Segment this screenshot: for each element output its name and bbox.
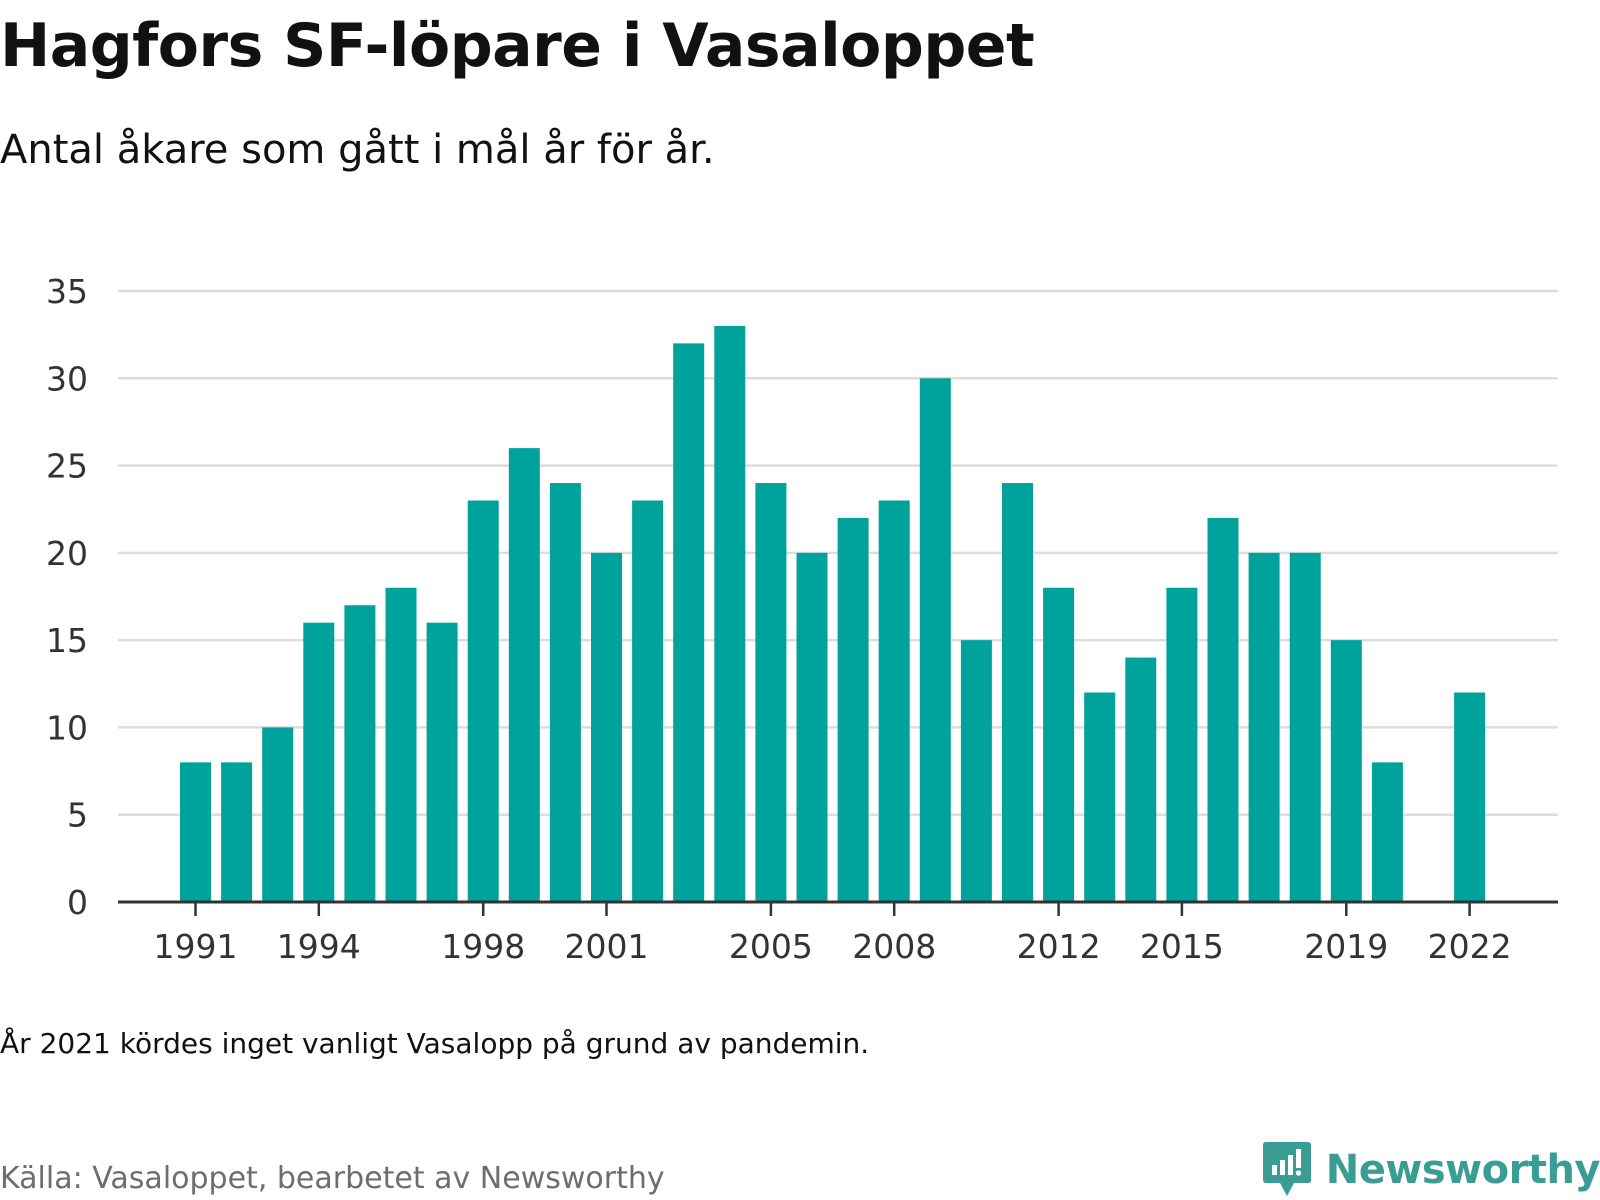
chart-title: Hagfors SF-löpare i Vasaloppet [0,11,1035,81]
bar-1998 [467,500,499,902]
y-axis-tick-labels: 0 5 10 15 20 25 30 35 [46,272,88,922]
y-tick-label: 10 [46,708,88,747]
chart-subtitle: Antal åkare som gått i mål år för år. [0,127,715,173]
bar-2009 [919,378,951,902]
bar-2022 [1454,692,1486,902]
x-tick-label: 2012 [1017,927,1101,966]
bar-2014 [1125,657,1157,902]
bar-2013 [1084,692,1116,902]
bar-1997 [426,622,458,902]
x-axis [118,900,1558,916]
bar-2020 [1371,762,1403,902]
bar-2010 [960,640,992,902]
bar-1992 [221,762,253,902]
x-tick-label: 1994 [277,927,361,966]
x-tick-label: 2019 [1304,927,1388,966]
x-tick-label: 1998 [441,927,525,966]
y-tick-label: 20 [46,534,88,573]
bar-2003 [673,343,705,902]
y-tick-label: 30 [46,359,88,398]
bar-2016 [1207,517,1239,902]
bar-2012 [1043,587,1075,902]
bar-2011 [1002,483,1033,902]
x-tick-label: 1991 [154,927,238,966]
bar-2019 [1330,640,1362,902]
y-tick-label: 15 [46,621,88,660]
bar-2006 [796,552,828,902]
newsworthy-logo-icon [1262,1142,1311,1196]
x-tick-label: 2008 [852,927,936,966]
bar-1999 [508,448,540,902]
bar-2008 [878,500,910,902]
x-tick-label: 2005 [729,927,813,966]
bars [180,325,1486,902]
y-tick-label: 25 [46,447,88,486]
x-tick-label: 2022 [1428,927,1512,966]
bar-2015 [1166,587,1198,902]
bar-2017 [1248,552,1280,902]
chart-footnote: År 2021 kördes inget vanligt Vasalopp på… [0,1027,870,1060]
y-tick-label: 5 [67,796,88,835]
bar-2007 [837,517,869,902]
brand-name: Newsworthy [1325,1147,1600,1193]
bar-1991 [180,762,211,902]
y-tick-label: 35 [46,272,88,311]
bar-1993 [262,727,294,902]
brand-logo[interactable]: Newsworthy [1262,1140,1600,1200]
bar-2000 [549,483,581,902]
bar-2005 [755,483,787,902]
y-tick-label: 0 [67,883,88,922]
bar-chart: 0 5 10 15 20 25 30 35 1991 1994 1998 2001 2005 2008 2… [46,272,1558,966]
bar-1994 [303,622,335,902]
bar-1996 [385,587,417,902]
bar-1995 [344,605,376,902]
bar-2001 [591,552,622,902]
bar-2004 [714,325,746,902]
bar-2002 [632,500,664,902]
x-axis-tick-labels: 1991 1994 1998 2001 2005 2008 2012 2015 2019 2022 [154,927,1512,966]
bar-2018 [1289,552,1321,902]
source-credit: Källa: Vasaloppet, bearbetet av Newswort… [0,1161,665,1196]
x-tick-label: 2001 [565,927,649,966]
x-tick-label: 2015 [1140,927,1224,966]
